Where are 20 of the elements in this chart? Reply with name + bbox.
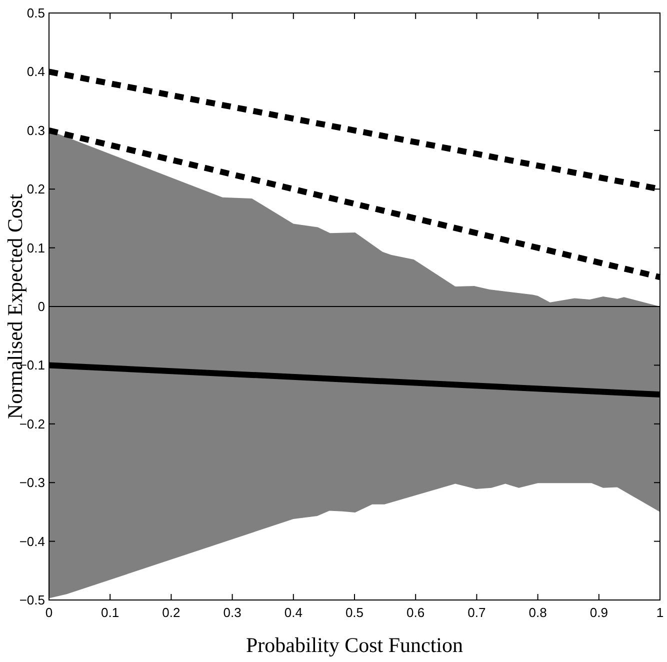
x-tick-label: 0.3 <box>223 605 242 620</box>
y-tick-label: 0.3 <box>26 122 45 138</box>
x-tick-label: 0.4 <box>284 605 302 620</box>
x-axis-title: Probability Cost Function <box>246 633 464 657</box>
y-tick-label: −0.3 <box>19 475 45 490</box>
y-tick-label: 0.1 <box>26 240 45 256</box>
y-tick-label: −0.5 <box>19 592 45 608</box>
y-tick-label: 0.4 <box>26 64 45 80</box>
x-tick-label: 0.9 <box>590 605 608 620</box>
x-tick-label: 0.2 <box>162 605 180 620</box>
x-tick-label: 0.1 <box>101 605 120 620</box>
x-tick-label: 0.5 <box>345 605 364 620</box>
x-tick-label: 1 <box>656 605 664 620</box>
y-tick-label: 0 <box>38 299 45 314</box>
x-tick-label: 0.7 <box>468 605 486 620</box>
x-tick-label: 0.6 <box>406 605 425 620</box>
y-tick-label: 0.2 <box>26 182 45 197</box>
y-tick-label: 0.5 <box>26 6 45 20</box>
y-tick-label: −0.4 <box>19 534 45 549</box>
x-tick-label: 0.8 <box>528 605 547 620</box>
